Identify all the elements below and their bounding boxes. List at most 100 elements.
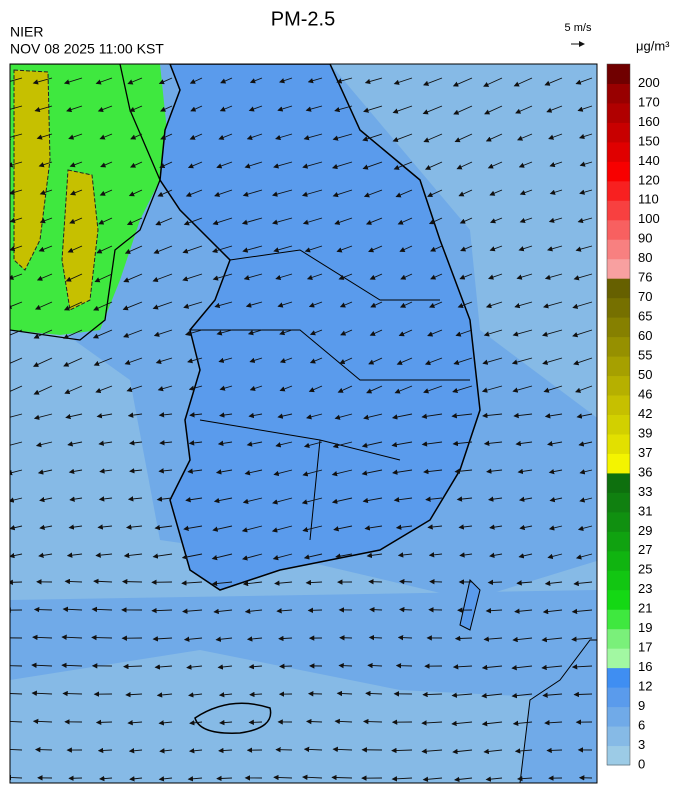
- colorbar-label: 42: [638, 406, 652, 421]
- wind-arrow: [307, 721, 322, 722]
- colorbar-label: 12: [638, 679, 652, 694]
- colorbar-segment: [607, 142, 630, 162]
- colorbar-segment: [607, 64, 630, 84]
- wind-arrow: [400, 581, 412, 582]
- colorbar-label: 50: [638, 367, 652, 382]
- wind-arrow: [217, 778, 232, 779]
- colorbar-segment: [607, 337, 630, 357]
- colorbar-segment: [607, 200, 630, 220]
- title: PM-2.5: [271, 8, 335, 30]
- colorbar-segment: [607, 356, 630, 376]
- colorbar: 0369121617192123252729313336373942465055…: [607, 64, 660, 771]
- colorbar-label: 25: [638, 562, 652, 577]
- unit: μg/m³: [636, 38, 670, 53]
- colorbar-segment: [607, 103, 630, 123]
- colorbar-label: 200: [638, 75, 660, 90]
- wind-arrow: [36, 749, 52, 750]
- colorbar-segment: [607, 570, 630, 590]
- colorbar-label: 36: [638, 464, 652, 479]
- colorbar-segment: [607, 278, 630, 298]
- wind-arrow: [3, 665, 22, 666]
- colorbar-label: 16: [638, 659, 652, 674]
- wind-arrow: [92, 637, 112, 638]
- colorbar-segment: [607, 531, 630, 551]
- colorbar-label: 19: [638, 620, 652, 635]
- wind-arrow: [63, 693, 82, 694]
- colorbar-label: 90: [638, 231, 652, 246]
- colorbar-label: 65: [638, 309, 652, 324]
- colorbar-label: 60: [638, 328, 652, 343]
- colorbar-label: 120: [638, 172, 660, 187]
- colorbar-label: 140: [638, 153, 660, 168]
- colorbar-segment: [607, 746, 630, 766]
- wind-arrow: [574, 694, 592, 695]
- map: [2, 64, 600, 783]
- colorbar-segment: [607, 376, 630, 396]
- colorbar-label: 6: [638, 717, 645, 732]
- colorbar-label: 100: [638, 211, 660, 226]
- colorbar-label: 160: [638, 114, 660, 129]
- datetime: NOV 08 2025 11:00 KST: [10, 41, 164, 57]
- colorbar-segment: [607, 687, 630, 707]
- colorbar-label: 37: [638, 445, 652, 460]
- colorbar-label: 150: [638, 133, 660, 148]
- colorbar-label: 21: [638, 601, 652, 616]
- colorbar-label: 27: [638, 542, 652, 557]
- colorbar-segment: [607, 83, 630, 103]
- colorbar-segment: [607, 629, 630, 649]
- source: NIER: [10, 24, 43, 40]
- wind-arrow: [97, 722, 112, 723]
- colorbar-label: 31: [638, 503, 652, 518]
- colorbar-label: 170: [638, 94, 660, 109]
- wind-arrow: [339, 665, 352, 666]
- colorbar-segment: [607, 492, 630, 512]
- colorbar-segment: [607, 590, 630, 610]
- colorbar-label: 80: [638, 250, 652, 265]
- colorbar-label: 76: [638, 270, 652, 285]
- colorbar-segment: [607, 648, 630, 668]
- colorbar-segment: [607, 395, 630, 415]
- colorbar-label: 0: [638, 756, 645, 771]
- wind-arrow: [364, 721, 382, 722]
- colorbar-label: 39: [638, 425, 652, 440]
- colorbar-segment: [607, 298, 630, 318]
- colorbar-label: 23: [638, 581, 652, 596]
- colorbar-segment: [607, 609, 630, 629]
- colorbar-label: 46: [638, 386, 652, 401]
- colorbar-segment: [607, 181, 630, 201]
- colorbar-label: 55: [638, 348, 652, 363]
- colorbar-segment: [607, 453, 630, 473]
- colorbar-label: 9: [638, 698, 645, 713]
- colorbar-segment: [607, 259, 630, 279]
- colorbar-segment: [607, 239, 630, 259]
- colorbar-label: 17: [638, 640, 652, 655]
- colorbar-segment: [607, 726, 630, 746]
- colorbar-segment: [607, 668, 630, 688]
- wind-arrow: [35, 609, 52, 610]
- wind-arrow: [400, 609, 412, 610]
- colorbar-segment: [607, 473, 630, 493]
- colorbar-segment: [607, 122, 630, 142]
- colorbar-segment: [607, 317, 630, 337]
- colorbar-label: 70: [638, 289, 652, 304]
- wind-arrow: [399, 637, 412, 638]
- colorbar-label: 3: [638, 737, 645, 752]
- colorbar-segment: [607, 707, 630, 727]
- colorbar-label: 29: [638, 523, 652, 538]
- colorbar-label: 33: [638, 484, 652, 499]
- wind-arrow: [332, 777, 352, 778]
- wind-arrow: [456, 638, 472, 639]
- wind-arrow: [370, 609, 382, 610]
- colorbar-segment: [607, 220, 630, 240]
- colorbar-segment: [607, 551, 630, 571]
- colorbar-segment: [607, 512, 630, 532]
- wind-arrow: [547, 750, 562, 751]
- wind-arrow: [489, 582, 502, 583]
- colorbar-label: 110: [638, 192, 659, 207]
- colorbar-segment: [607, 434, 630, 454]
- colorbar-segment: [607, 415, 630, 435]
- wind-scale: 5 m/s: [565, 22, 592, 34]
- wind-arrow: [370, 637, 382, 638]
- colorbar-segment: [607, 161, 630, 181]
